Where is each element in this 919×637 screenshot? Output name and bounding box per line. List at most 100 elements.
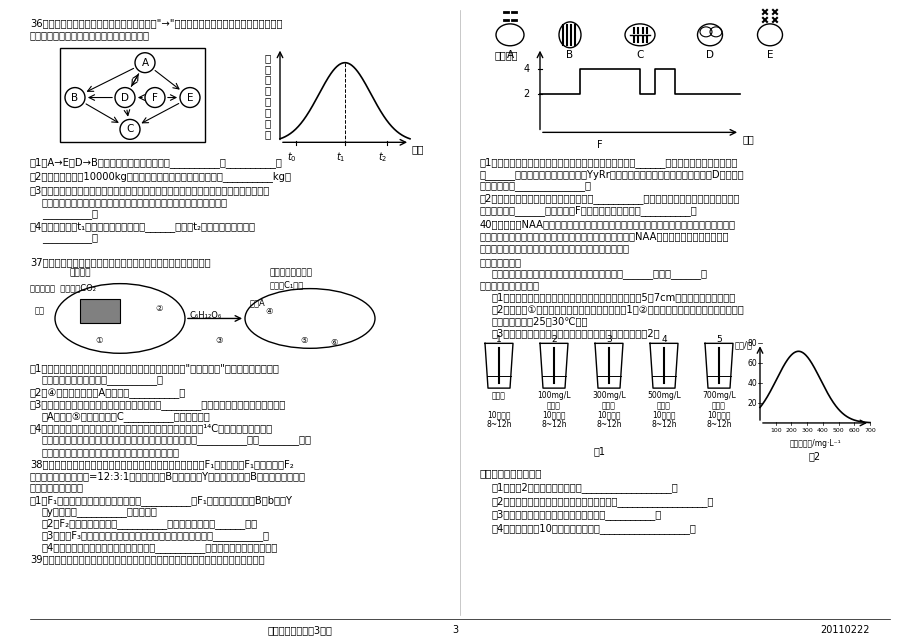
Text: 久在从瘤液取得的消化酶中发现有放射性，说明是在附着于__________上的________（细: 久在从瘤液取得的消化酶中发现有放射性，说明是在附着于__________上的__… — [42, 435, 312, 445]
Text: 土壤中的水  空气中的CO₂: 土壤中的水 空气中的CO₂ — [30, 283, 96, 292]
Text: ②: ② — [154, 303, 163, 313]
Text: 是______，若该个体两对等位基因（YyRr）分别位于两对同源染色体上，则与图D相对应的: 是______，若该个体两对等位基因（YyRr）分别位于两对同源染色体上，则与图… — [480, 169, 743, 180]
Text: C: C — [636, 50, 643, 60]
Text: $t_2$: $t_2$ — [378, 150, 387, 164]
Text: 8~12h: 8~12h — [706, 420, 731, 429]
Text: 1: 1 — [495, 335, 502, 345]
Text: 100mg/L
萘乙酸: 100mg/L 萘乙酸 — [537, 391, 570, 410]
Text: 300mg/L
萘乙酸: 300mg/L 萘乙酸 — [592, 391, 625, 410]
Text: 绿色植物: 绿色植物 — [70, 269, 91, 278]
Text: 40: 40 — [746, 378, 756, 388]
Text: 中，黑颖：黄颖：白颖=12:3:1，已知黑颖（B）和黄颖（Y）为显性，只要B存在，植株就表现: 中，黑颖：黄颖：白颖=12:3:1，已知黑颖（B）和黄颖（Y）为显性，只要B存在… — [30, 471, 306, 481]
Text: A: A — [142, 58, 148, 68]
Text: B: B — [566, 50, 573, 60]
Text: 高二生物必修（共3页）: 高二生物必修（共3页） — [267, 625, 332, 635]
Text: 700: 700 — [863, 428, 875, 433]
Text: __________。: __________。 — [42, 233, 98, 243]
Text: （y）存在于__________染色体上。: （y）存在于__________染色体上。 — [42, 506, 158, 517]
Text: 200: 200 — [785, 428, 797, 433]
Text: 佳浓度范围，在农业生产的应用上具有非常重要的意义。: 佳浓度范围，在农业生产的应用上具有非常重要的意义。 — [480, 243, 630, 253]
Text: D: D — [121, 92, 129, 103]
Text: （3）发生在高等动物细胞线粒乙中的生理过程是________（填数码），在缺氧情况下，物: （3）发生在高等动物细胞线粒乙中的生理过程是________（填数码），在缺氧情… — [30, 399, 286, 410]
Text: 时间: 时间 — [412, 145, 424, 154]
Text: 基因型可能为______________。: 基因型可能为______________。 — [480, 181, 591, 191]
Text: E: E — [766, 50, 772, 60]
Text: 500: 500 — [832, 428, 844, 433]
Text: 注意保持温度（25～30℃）。: 注意保持温度（25～30℃）。 — [492, 317, 588, 327]
Text: （1）A→E和D→B过程中碳的流动形式分别是__________，__________。: （1）A→E和D→B过程中碳的流动形式分别是__________，_______… — [30, 157, 282, 168]
Text: 率: 率 — [265, 129, 271, 140]
Text: 量: 量 — [265, 85, 271, 96]
Text: （2）实验：①将插条分别用不同的方法处理如图1：②将处理过的插条下端浸泡在清水中，: （2）实验：①将插条分别用不同的方法处理如图1：②将处理过的插条下端浸泡在清水中… — [492, 304, 744, 315]
Text: 染色体数: 染色体数 — [494, 50, 518, 60]
Text: C: C — [126, 124, 133, 134]
Text: 400: 400 — [816, 428, 828, 433]
Text: 37．根据植物和高等动物新陈代谢的部分过程示意图，分析回答：: 37．根据植物和高等动物新陈代谢的部分过程示意图，分析回答： — [30, 257, 210, 267]
Text: （2）若消耗生产者10000kg，位于最高营养级的生物最多可增加__________kg。: （2）若消耗生产者10000kg，位于最高营养级的生物最多可增加________… — [30, 171, 291, 182]
Text: 8~12h: 8~12h — [486, 420, 511, 429]
Text: 2: 2 — [523, 89, 529, 99]
Text: 为黑，请分析回答：: 为黑，请分析回答： — [30, 483, 84, 492]
Text: 3: 3 — [606, 335, 611, 345]
Text: ③: ③ — [215, 336, 222, 345]
Text: 2: 2 — [550, 335, 556, 345]
Text: 数: 数 — [265, 75, 271, 85]
Text: B: B — [72, 92, 78, 103]
Text: 80: 80 — [746, 339, 756, 348]
Text: 物质、C₁底质: 物质、C₁底质 — [269, 281, 304, 290]
Text: 图2: 图2 — [808, 451, 820, 461]
Text: 增: 增 — [265, 97, 271, 106]
Text: 群: 群 — [265, 64, 271, 74]
Text: 40．萘乙酸（NAA）是科学家通过化学的方法合成和筛选的在结构和生理作用方面与生长素: 40．萘乙酸（NAA）是科学家通过化学的方法合成和筛选的在结构和生理作用方面与生… — [480, 219, 735, 229]
Text: 500mg/L
萘乙酸: 500mg/L 萘乙酸 — [646, 391, 680, 410]
Text: C₆H₁₂O₆: C₆H₁₂O₆ — [190, 311, 222, 320]
Text: 物质A: 物质A — [250, 299, 266, 308]
Text: 10根插条: 10根插条 — [487, 410, 510, 419]
Text: $t_0$: $t_0$ — [287, 150, 296, 164]
Text: 8~12h: 8~12h — [596, 420, 621, 429]
Text: A: A — [505, 50, 513, 60]
Text: 为对方提供了大量的有用信息，这说明信息传递在生态系统中的作用是: 为对方提供了大量的有用信息，这说明信息传递在生态系统中的作用是 — [42, 197, 228, 207]
Text: 10根插条: 10根插条 — [541, 410, 565, 419]
Text: 相似的物质。其生理作用也与浓度密切相关，探究萘乙酸（NAA）对扦插枝条生根作用的最: 相似的物质。其生理作用也与浓度密切相关，探究萘乙酸（NAA）对扦插枝条生根作用的… — [480, 231, 729, 241]
Text: 迁入该草原后的种群数量增长速率变化曲线。: 迁入该草原后的种群数量增长速率变化曲线。 — [30, 30, 150, 40]
Text: （4）每组都选取10根插条，其目的是__________________。: （4）每组都选取10根插条，其目的是__________________。 — [492, 524, 696, 534]
Text: 10根插条: 10根插条 — [707, 410, 730, 419]
Text: 速: 速 — [265, 118, 271, 129]
Text: 39．下面是细胞分裂的五个示意图以及染色体数目变化的曲线，请分析完成下列题目：: 39．下面是细胞分裂的五个示意图以及染色体数目变化的曲线，请分析完成下列题目： — [30, 554, 265, 564]
Text: （1）此细胞分裂示意图所代表生物的体细胞中染色体数为______条，不含同源染色体的细胞: （1）此细胞分裂示意图所代表生物的体细胞中染色体数为______条，不含同源染色… — [480, 157, 738, 168]
Text: 一、实验原理：: 一、实验原理： — [480, 257, 521, 267]
Text: $t_1$: $t_1$ — [336, 150, 346, 164]
Text: 8~12h: 8~12h — [540, 420, 566, 429]
Text: ⑤: ⑤ — [300, 336, 307, 345]
Text: 二、实验过程与方法：: 二、实验过程与方法： — [480, 281, 539, 290]
Text: 4: 4 — [523, 64, 529, 74]
Text: 数目/条: 数目/条 — [734, 340, 752, 349]
Text: 300: 300 — [800, 428, 812, 433]
Text: （2）④过程的产物除了A之外还有__________。: （2）④过程的产物除了A之外还有__________。 — [30, 387, 186, 398]
Text: （3）左图食物链上的相邻物种之间存在着捕食关系，相邻物种的某些个体行为与种群特征: （3）左图食物链上的相邻物种之间存在着捕食关系，相邻物种的某些个体行为与种群特征 — [30, 185, 270, 195]
Text: 三、结果分析与评价：: 三、结果分析与评价： — [480, 468, 542, 478]
Text: __________。: __________。 — [42, 209, 98, 219]
Text: D: D — [705, 50, 713, 60]
Text: F: F — [596, 140, 602, 150]
Text: 图1: 图1 — [594, 446, 606, 456]
Text: 60: 60 — [746, 359, 756, 368]
Text: 36．下面左图为某草原生态系统的结构简图，"→"表示碳流动方向，右图表示某植食性昆虫: 36．下面左图为某草原生态系统的结构简图，"→"表示碳流动方向，右图表示某植食性… — [30, 18, 282, 28]
Text: 20110222: 20110222 — [819, 625, 868, 635]
Text: 萘乙酸浓度/mg·L⁻¹: 萘乙酸浓度/mg·L⁻¹ — [789, 439, 840, 448]
Text: 4: 4 — [661, 335, 666, 345]
Text: 100: 100 — [769, 428, 780, 433]
Text: 同的过程与图______有关，与图F中曲线相对应的细胞有__________。: 同的过程与图______有关，与图F中曲线相对应的细胞有__________。 — [480, 205, 697, 216]
Text: 光合: 光合 — [35, 306, 45, 315]
Text: E: E — [187, 92, 193, 103]
Text: （4）若将黑颖与黄颖杂交，亲本基因型为__________时，后代中白颖比例最大。: （4）若将黑颖与黄颖杂交，亲本基因型为__________时，后代中白颖比例最大… — [42, 542, 278, 554]
Text: 种: 种 — [265, 53, 271, 63]
Text: ④: ④ — [265, 306, 272, 315]
Text: （3）记录：小组分工，根据实验数据，建立数学模型如图2。: （3）记录：小组分工，根据实验数据，建立数学模型如图2。 — [492, 329, 660, 338]
Text: 萘乙酸与生长素一样，对植物生长的调节作用具有______性，即______，: 萘乙酸与生长素一样，对植物生长的调节作用具有______性，即______， — [492, 269, 708, 279]
Text: （1）在植物的叶肉细胞中，甲、乙两种细胞器都是重要的"能量转换器"，其中在甲细胞器中: （1）在植物的叶肉细胞中，甲、乙两种细胞器都是重要的"能量转换器"，其中在甲细胞… — [30, 363, 279, 373]
Text: （3）若将F₃进行花药离体培养，预计植株中黑颖频的占比例是__________。: （3）若将F₃进行花药离体培养，预计植株中黑颖频的占比例是__________。 — [42, 531, 269, 541]
Text: 胞器）合成的，经过加工、运输和释放到细胞外的。: 胞器）合成的，经过加工、运输和释放到细胞外的。 — [42, 447, 180, 457]
Text: （2）F₂中，白颖基因型是__________，黄颖的基因型有______种。: （2）F₂中，白颖基因型是__________，黄颖的基因型有______种。 — [42, 519, 258, 529]
